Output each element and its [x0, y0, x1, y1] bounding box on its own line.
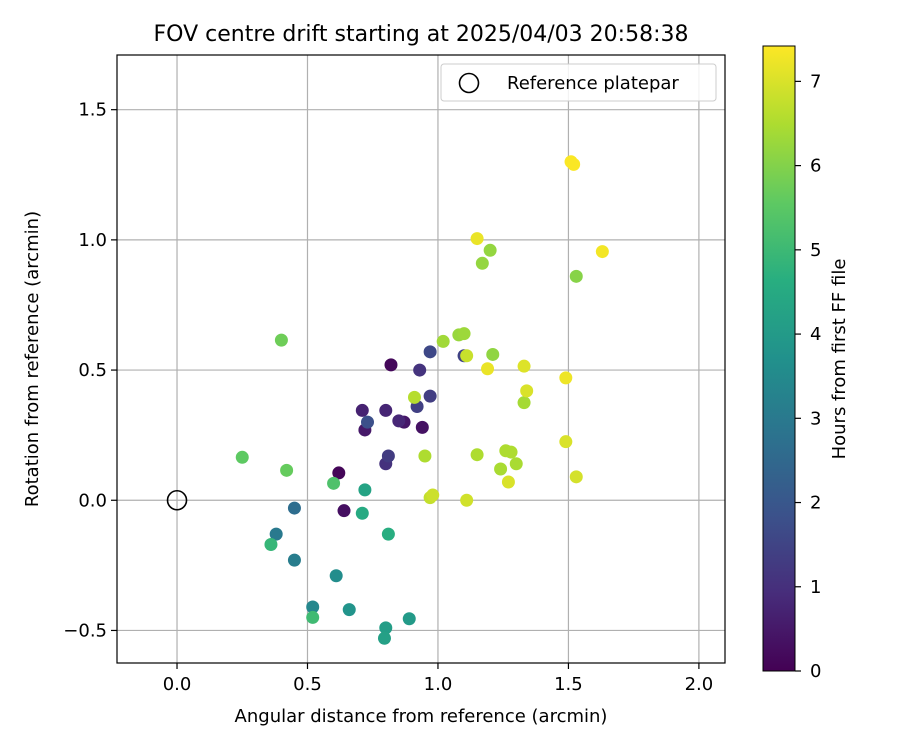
data-point: [264, 538, 278, 552]
colorbar-ticks: 0 1 2 3 4 5 6 7: [795, 71, 821, 682]
data-point: [235, 450, 249, 464]
data-point: [381, 527, 395, 541]
data-point: [287, 553, 301, 567]
y-tick-label: 1.0: [78, 230, 107, 251]
data-point: [361, 415, 375, 429]
legend-reference-marker: [458, 72, 480, 94]
colorbar-tick-label: 6: [810, 156, 821, 177]
colorbar-tick-label: 7: [810, 71, 821, 92]
data-points: [235, 155, 609, 645]
data-point: [306, 600, 320, 614]
y-tick-label: 0.0: [78, 490, 107, 511]
colorbar-label: Hours from first FF file: [829, 259, 850, 460]
data-point: [494, 462, 508, 476]
colorbar: 0 1 2 3 4 5 6 7 Hours from first FF file: [762, 45, 850, 682]
x-tick-label: 1.0: [424, 674, 453, 695]
data-point: [280, 463, 294, 477]
data-point: [407, 390, 421, 404]
data-point: [509, 457, 523, 471]
data-point: [342, 603, 356, 617]
data-point: [384, 358, 398, 372]
data-point: [327, 476, 341, 490]
data-point: [287, 501, 301, 515]
data-point: [486, 347, 500, 361]
y-tick-label: −0.5: [63, 620, 107, 641]
data-point: [475, 256, 489, 270]
colorbar-tick-label: 3: [810, 408, 821, 429]
data-point: [332, 466, 346, 480]
x-tick-label: 0.5: [293, 674, 322, 695]
data-point: [517, 396, 531, 410]
data-point: [379, 403, 393, 417]
colorbar-tick-label: 1: [810, 577, 821, 598]
colorbar-tick-label: 5: [810, 240, 821, 261]
data-point: [569, 470, 583, 484]
x-axis-label: Angular distance from reference (arcmin): [235, 706, 608, 727]
data-point: [569, 269, 583, 283]
x-axis-ticks: 0.0 0.5 1.0 1.5 2.0: [163, 663, 714, 695]
data-point: [559, 435, 573, 449]
data-point: [501, 475, 515, 489]
data-point: [269, 527, 283, 541]
legend-label: Reference platepar: [507, 73, 679, 94]
data-point: [392, 414, 406, 428]
data-point: [355, 506, 369, 520]
y-tick-label: 0.5: [78, 360, 107, 381]
data-point: [567, 157, 581, 171]
chart-title: FOV centre drift starting at 2025/04/03 …: [154, 22, 689, 47]
data-point: [306, 610, 320, 624]
data-point: [379, 621, 393, 635]
data-point: [517, 359, 531, 373]
data-point: [470, 448, 484, 462]
data-point: [402, 612, 416, 626]
reference-point: [166, 489, 188, 511]
y-tick-label: 1.5: [78, 100, 107, 121]
data-point: [426, 488, 440, 502]
colorbar-tick-label: 2: [810, 493, 821, 514]
colorbar-tick-label: 4: [810, 324, 821, 345]
data-point: [460, 493, 474, 507]
data-point: [481, 362, 495, 376]
x-tick-label: 2.0: [685, 674, 714, 695]
data-point: [329, 569, 343, 583]
legend-box: [440, 63, 717, 102]
data-point: [358, 483, 372, 497]
data-point: [413, 363, 427, 377]
data-point: [423, 389, 437, 403]
x-tick-label: 1.5: [554, 674, 583, 695]
data-point: [415, 420, 429, 434]
data-point: [355, 403, 369, 417]
data-point: [457, 327, 471, 341]
data-point: [381, 449, 395, 463]
colorbar-tick-label: 0: [810, 661, 821, 682]
reference-marker: [166, 489, 188, 511]
colorbar-gradient: [762, 45, 796, 672]
data-point: [559, 371, 573, 385]
data-point: [520, 384, 534, 398]
data-point: [377, 631, 391, 645]
y-axis-label: Rotation from reference (arcmin): [22, 211, 43, 507]
data-point: [418, 449, 432, 463]
plot-frame: [116, 54, 726, 664]
y-axis-ticks: −0.5 0.0 0.5 1.0 1.5: [63, 100, 117, 641]
data-point: [483, 243, 497, 257]
data-point: [423, 345, 437, 359]
legend: Reference platepar: [440, 63, 717, 102]
data-point: [436, 334, 450, 348]
data-point: [595, 245, 609, 259]
data-point: [274, 333, 288, 347]
data-point: [504, 445, 518, 459]
data-point: [337, 504, 351, 518]
data-point: [470, 232, 484, 246]
data-point: [460, 349, 474, 363]
x-tick-label: 0.0: [163, 674, 192, 695]
grid: [117, 55, 725, 663]
